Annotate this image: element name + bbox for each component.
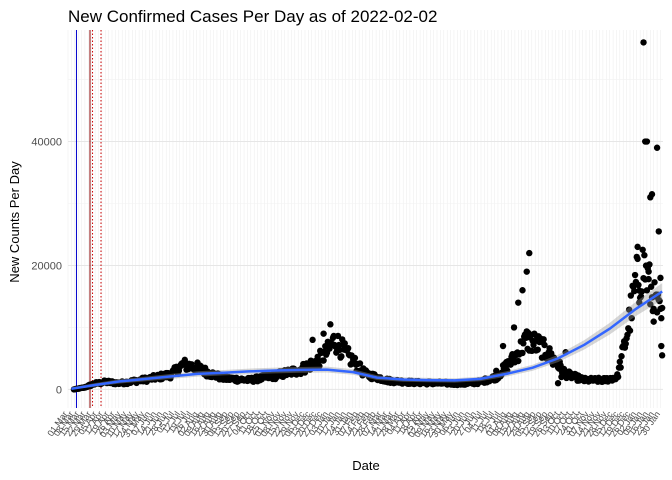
y-tick-label: 40000 [31,137,62,149]
data-point [628,314,635,322]
data-point [520,340,527,347]
data-point [656,297,663,305]
y-axis-title: New Counts Per Day [7,161,22,283]
y-tick-label: 0 [56,384,62,396]
data-point [658,315,665,322]
trend-line [71,290,663,391]
data-point [617,364,624,371]
data-point [526,249,533,257]
trend-confidence-band [71,283,663,390]
data-point [334,332,342,340]
data-point [658,304,666,312]
data-point [647,301,654,308]
reference-lines [75,30,102,408]
data-point [641,252,648,259]
data-point [643,138,651,145]
data-point [515,299,522,306]
trend-line-group [71,283,663,391]
data-point [356,360,364,367]
data-point [648,191,656,198]
data-point [554,380,562,387]
data-point [627,292,635,299]
data-point [658,352,666,359]
data-point [634,255,641,263]
data-point [351,354,359,362]
data-point [631,271,639,279]
data-point [616,358,624,365]
data-point [618,353,625,360]
data-point [647,283,655,290]
data-point [510,324,518,331]
data-point [499,342,507,350]
data-point [646,261,653,268]
data-point [614,373,622,381]
data-point [344,344,352,352]
data-point [653,144,661,151]
data-point [639,246,646,253]
data-point [338,353,345,360]
data-point [316,362,323,370]
data-point [658,342,665,350]
data-point [515,357,522,365]
data-point [626,327,634,334]
data-point [637,293,645,300]
data-point [541,341,548,349]
data-point [650,318,657,325]
data-point [549,361,557,368]
data-point [655,228,662,235]
data-point [631,288,638,295]
data-points [70,39,666,393]
data-point [651,279,658,286]
data-point [540,336,547,343]
data-point [645,268,652,275]
data-point [309,336,316,344]
y-axis: 0 20000 40000 [31,137,62,397]
data-point [645,275,652,283]
data-point [534,346,541,353]
data-point [523,268,530,275]
data-point [634,243,641,251]
data-point [558,373,565,381]
data-point [320,357,327,364]
data-point [327,321,334,328]
data-point [493,367,500,375]
x-axis-title: Date [352,458,379,473]
data-point [643,287,651,294]
data-point [657,274,664,282]
y-tick-label: 20000 [31,260,62,272]
chart-title: New Confirmed Cases Per Day as of 2022-0… [68,7,437,26]
data-point [650,305,657,313]
data-point [638,288,646,295]
data-point [531,330,538,337]
data-point [622,340,629,347]
data-point [640,39,647,46]
data-point [635,281,642,289]
data-point [545,349,552,356]
data-point [519,349,526,357]
data-point [320,330,327,337]
data-point [519,287,526,294]
